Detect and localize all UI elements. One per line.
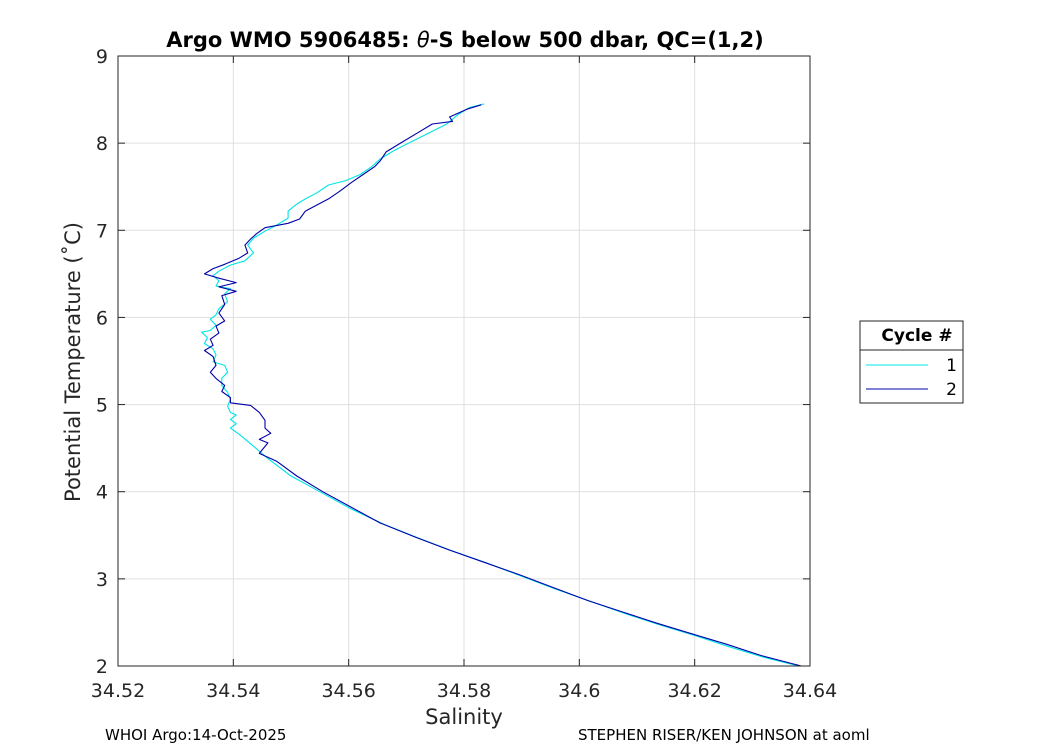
legend-title: Cycle # (881, 326, 952, 346)
y-tick-label: 9 (96, 46, 108, 68)
plot-area (117, 55, 811, 667)
y-tick-label: 6 (96, 307, 108, 329)
title-suffix: -S below 500 dbar, QC=(1,2) (430, 28, 764, 52)
chart-title: Argo WMO 5906485: θ-S below 500 dbar, QC… (166, 28, 763, 52)
x-tick-label: 34.62 (667, 680, 721, 702)
legend-label-cycle-2: 2 (946, 380, 957, 400)
x-tick-label: 34.54 (206, 680, 260, 702)
title-prefix: Argo WMO 5906485: (166, 28, 417, 52)
footer-right: STEPHEN RISER/KEN JOHNSON at aoml (578, 726, 870, 744)
x-tick-label: 34.56 (321, 680, 375, 702)
y-tick-label: 3 (96, 569, 108, 591)
x-tick-label: 34.64 (783, 680, 837, 702)
y-tick-label: 2 (96, 656, 108, 678)
y-tick-label: 7 (96, 220, 108, 242)
y-tick-label: 5 (96, 395, 108, 417)
ticks (117, 55, 811, 667)
y-tick-label: 4 (96, 482, 108, 504)
x-tick-label: 34.52 (91, 680, 145, 702)
x-tick-label: 34.58 (437, 680, 491, 702)
legend-label-cycle-1: 1 (946, 356, 957, 376)
x-axis-label: Salinity (425, 705, 503, 729)
series-line-cycle-2 (203, 104, 802, 667)
series-lines (201, 103, 802, 667)
footer-left: WHOI Argo:14-Oct-2025 (105, 726, 286, 744)
y-axis-label: Potential Temperature (˚C) (61, 222, 85, 502)
y-tick-label: 8 (96, 133, 108, 155)
title-theta-symbol: θ (417, 28, 430, 52)
x-tick-label: 34.6 (558, 680, 600, 702)
legend: Cycle # 1 2 (859, 320, 964, 404)
